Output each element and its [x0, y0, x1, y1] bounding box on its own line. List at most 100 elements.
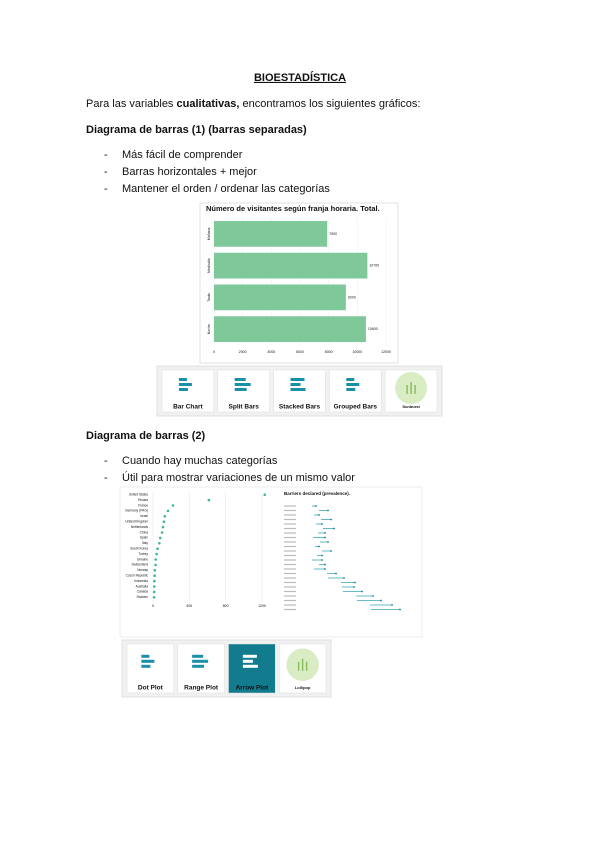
y-tick-label: Indonesia — [134, 579, 148, 583]
card-icon — [346, 383, 360, 386]
y-tick-label: Israel — [140, 514, 148, 518]
dot — [153, 569, 157, 572]
bullet-text: Cuando hay muchas categorías — [122, 455, 278, 467]
card — [126, 643, 174, 694]
x-tick-label: 4000 — [267, 350, 275, 354]
title: BIOESTADÍSTICA — [254, 71, 346, 84]
card-icon — [242, 664, 258, 668]
arrow-head — [380, 599, 382, 602]
bullet-text: Mantener el orden / ordenar las categorí… — [122, 183, 330, 195]
card — [177, 643, 225, 694]
card-icon — [346, 388, 356, 391]
x-tick-label: 0 — [152, 604, 154, 608]
bar — [214, 221, 328, 247]
dot — [166, 509, 170, 513]
arrow-head — [372, 595, 374, 597]
dot — [155, 552, 158, 556]
data-label: 10700 — [369, 264, 379, 268]
dot — [263, 493, 267, 497]
arrow-head — [353, 586, 355, 588]
y-tick-label: France — [138, 503, 148, 507]
y-tick-label: Germany (FRG) — [125, 509, 148, 513]
dot — [158, 536, 162, 540]
x-tick-label: 12000 — [381, 350, 391, 354]
dot — [160, 531, 164, 534]
y-tick-label: Ukraine — [137, 557, 148, 561]
dot — [163, 515, 167, 518]
dot — [207, 498, 211, 502]
dot — [153, 574, 156, 577]
arrow-head — [324, 532, 326, 534]
bullet-dash: - — [104, 183, 108, 195]
dot — [154, 563, 157, 567]
x-tick-label: 10000 — [352, 350, 362, 354]
arrow-head — [315, 505, 317, 507]
dot — [152, 596, 156, 599]
card-label: Arrow Plot — [235, 685, 269, 692]
bullet-dash: - — [104, 472, 108, 484]
dot — [153, 585, 156, 588]
data-label: 10600 — [368, 327, 378, 331]
card-icon — [178, 378, 187, 381]
data-label: 7900 — [329, 232, 337, 236]
bar — [214, 252, 368, 279]
card-icon — [290, 383, 301, 386]
y-tick-label: Czech Republic — [126, 574, 149, 578]
bullet-text: Útil para mostrar variaciones de un mism… — [122, 471, 355, 484]
arrow-head — [321, 559, 323, 561]
section-heading: Diagrama de barras (1) (barras separadas… — [86, 124, 307, 136]
y-tick-label: United States — [129, 493, 149, 497]
x-tick-label: 8000 — [325, 350, 333, 354]
dot — [171, 504, 175, 507]
card-label: Sunburst — [402, 404, 420, 409]
card-label: Bar Chart — [173, 404, 203, 411]
intro-paragraph: Para las variables cualitativas, encontr… — [86, 98, 420, 110]
arrow-head — [318, 545, 320, 548]
y-tick-label: Russia — [138, 498, 148, 502]
bar — [214, 316, 366, 342]
arrow-head — [318, 514, 320, 516]
y-tick-label: Netherlands — [131, 525, 149, 529]
arrow-head — [333, 527, 335, 530]
arrow-head — [321, 554, 323, 557]
bullet-dash: - — [104, 149, 108, 161]
y-tick-label: Canada — [137, 590, 148, 594]
x-tick-label: 400 — [186, 604, 192, 608]
x-tick-label: 0 — [213, 350, 215, 354]
dot — [153, 579, 156, 583]
y-tick-label: Norway — [137, 568, 148, 572]
y-tick-label: United Kingdom — [125, 520, 148, 524]
card-icon — [346, 378, 355, 381]
dot — [154, 558, 158, 561]
data-label: 9200 — [348, 295, 356, 299]
bullet-dash: - — [104, 455, 108, 467]
card-label: Dot Plot — [138, 685, 164, 692]
card-label: Grouped Bars — [334, 404, 378, 411]
dot — [162, 520, 166, 523]
card-icon — [192, 664, 205, 668]
card-icon — [141, 654, 150, 658]
card-label: Range Plot — [184, 685, 219, 692]
arrow-head — [327, 509, 329, 512]
y-tick-label: Spain — [140, 536, 148, 540]
y-tick-label: Mediodía — [207, 258, 211, 272]
card-icon — [234, 383, 251, 386]
intro-text: encontramos los siguientes gráficos: — [239, 98, 420, 110]
arrow-head — [330, 518, 332, 521]
card — [228, 643, 276, 694]
x-tick-label: 1200 — [258, 604, 266, 608]
y-tick-label: Australia — [136, 584, 149, 588]
y-tick-label: Italy — [142, 541, 148, 545]
dot — [152, 590, 156, 594]
arrow-head — [324, 563, 326, 566]
y-tick-label: China — [140, 530, 149, 534]
arrow-head — [399, 608, 401, 611]
card-icon — [141, 664, 151, 668]
card-icon — [290, 378, 305, 381]
intro-bold: cualitativas, — [177, 98, 240, 110]
card-icon — [242, 654, 257, 658]
card-icon — [234, 378, 246, 381]
bar — [214, 284, 346, 311]
card-label: Stacked Bars — [279, 404, 321, 411]
